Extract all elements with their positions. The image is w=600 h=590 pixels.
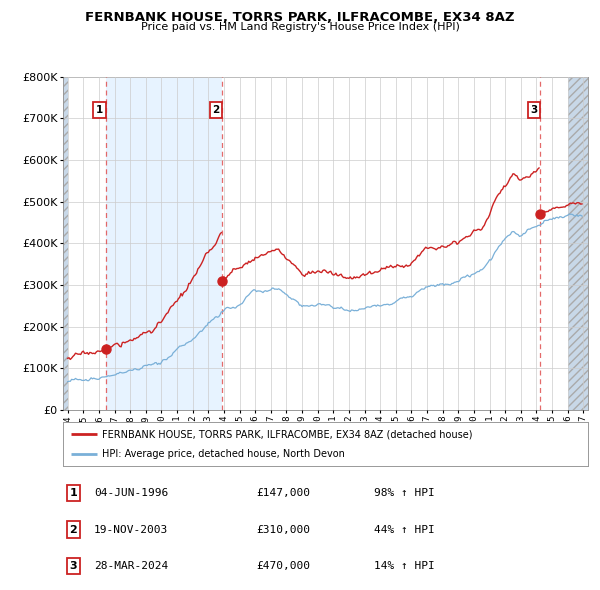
Text: 98% ↑ HPI: 98% ↑ HPI [374, 488, 434, 498]
Text: 3: 3 [70, 561, 77, 571]
Text: 2: 2 [212, 105, 220, 115]
Text: £310,000: £310,000 [257, 525, 311, 535]
Bar [63, 77, 68, 410]
Text: £147,000: £147,000 [257, 488, 311, 498]
Text: HPI: Average price, detached house, North Devon: HPI: Average price, detached house, Nort… [103, 449, 345, 458]
Text: £470,000: £470,000 [257, 561, 311, 571]
Text: Price paid vs. HM Land Registry's House Price Index (HPI): Price paid vs. HM Land Registry's House … [140, 22, 460, 32]
Text: FERNBANK HOUSE, TORRS PARK, ILFRACOMBE, EX34 8AZ: FERNBANK HOUSE, TORRS PARK, ILFRACOMBE, … [85, 11, 515, 24]
Text: 44% ↑ HPI: 44% ↑ HPI [374, 525, 434, 535]
Text: 04-JUN-1996: 04-JUN-1996 [94, 488, 169, 498]
Text: 14% ↑ HPI: 14% ↑ HPI [374, 561, 434, 571]
Text: 3: 3 [530, 105, 538, 115]
Text: FERNBANK HOUSE, TORRS PARK, ILFRACOMBE, EX34 8AZ (detached house): FERNBANK HOUSE, TORRS PARK, ILFRACOMBE, … [103, 430, 473, 439]
Bar [568, 77, 588, 410]
Text: 28-MAR-2024: 28-MAR-2024 [94, 561, 169, 571]
Bar [106, 77, 222, 410]
Text: 19-NOV-2003: 19-NOV-2003 [94, 525, 169, 535]
Text: 1: 1 [96, 105, 103, 115]
Text: 2: 2 [70, 525, 77, 535]
Text: 1: 1 [70, 488, 77, 498]
